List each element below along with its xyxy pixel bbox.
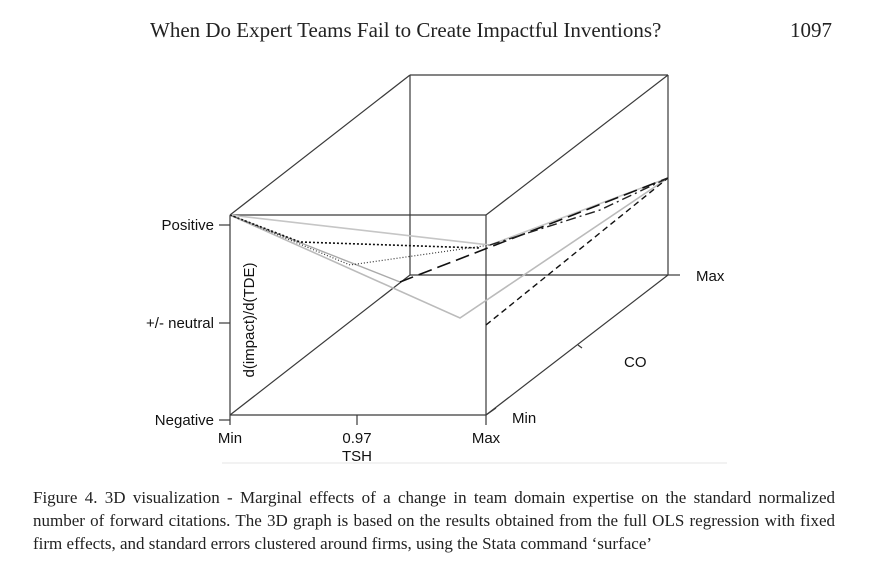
x-tick-label: Max [472, 430, 501, 447]
z-axis-label: d(impact)/d(TDE) [241, 262, 258, 377]
surface-dashed-line [485, 177, 669, 326]
z-tick-label: +/- neutral [146, 315, 214, 332]
x-tick-label: 0.97 [342, 430, 371, 447]
surface-light-line [229, 177, 669, 246]
x-tick-label: Min [218, 430, 242, 447]
cube-edge [485, 274, 669, 416]
surface-dotted-line [229, 214, 491, 266]
depth-tick [577, 344, 583, 349]
cube-frame [229, 74, 669, 416]
x-axis-label: TSH [342, 448, 372, 465]
depth-tick-label: Max [696, 268, 725, 285]
depth-tick [485, 407, 497, 416]
depth-tick-label: Min [512, 410, 536, 427]
surface-light-line [229, 177, 669, 319]
cube-edge [485, 74, 669, 216]
depth-axis-label: CO [624, 354, 647, 371]
figure-caption: Figure 4. 3D visualization - Marginal ef… [33, 488, 835, 553]
running-title: When Do Expert Teams Fail to Create Impa… [150, 18, 662, 42]
surface-lines [229, 177, 669, 326]
page-number: 1097 [790, 18, 832, 42]
surface-dotted-line [229, 214, 481, 249]
z-tick-label: Negative [155, 412, 214, 429]
cube-edge [229, 274, 411, 416]
z-tick-label: Positive [161, 217, 214, 234]
surface-dash-dot-line [489, 177, 669, 246]
surface-long-dash-line [399, 177, 669, 283]
3d-surface-figure: Positive +/- neutral Negative d(impact)/… [146, 74, 727, 465]
cube-edge [229, 74, 411, 216]
tick-marks [219, 224, 680, 425]
